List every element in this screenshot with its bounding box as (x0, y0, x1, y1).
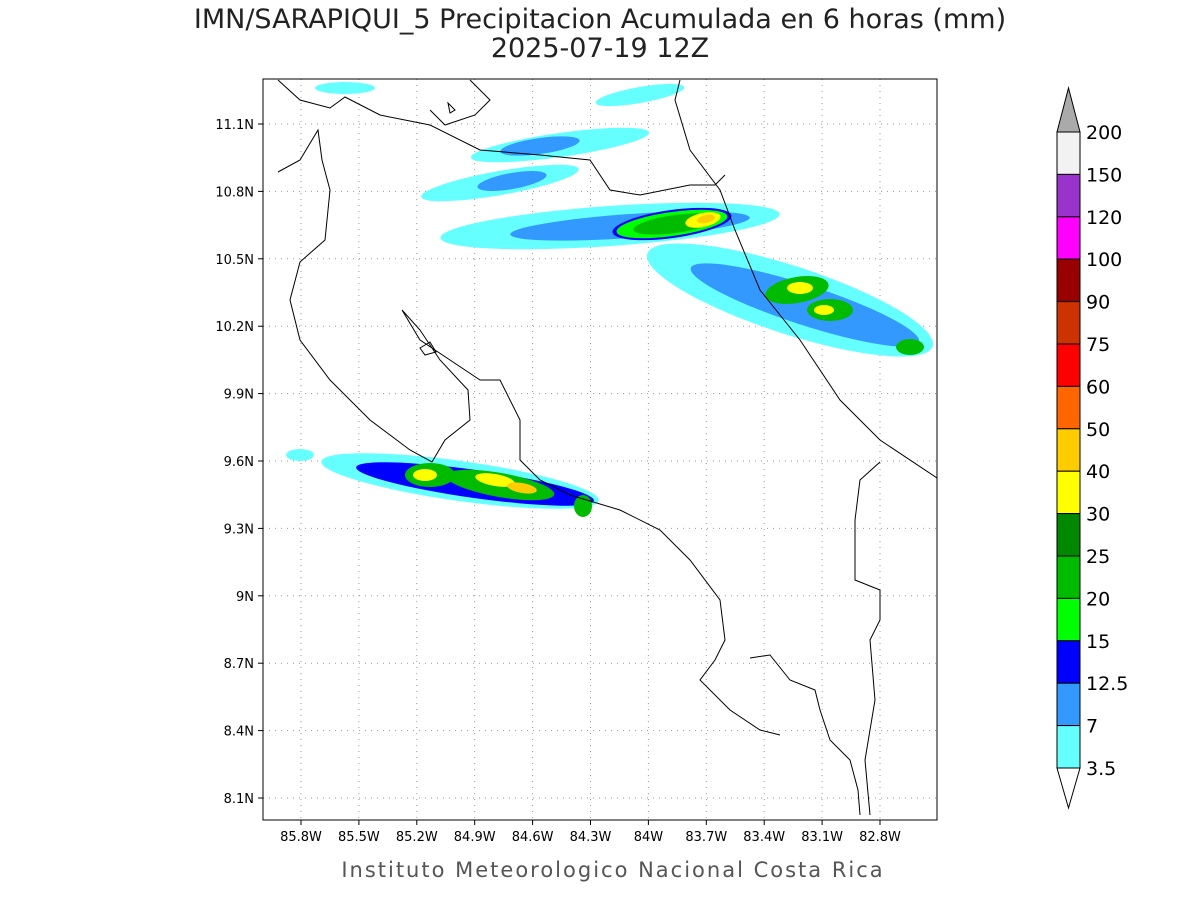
osa-coast (749, 654, 861, 816)
colorbar-segment (1056, 725, 1081, 769)
colorbar-label: 7 (1086, 716, 1098, 738)
panama-border (854, 461, 881, 816)
colorbar-segment (1056, 216, 1081, 260)
precip-area (507, 482, 537, 494)
colorbar-label: 12.5 (1086, 673, 1128, 695)
lat-label: 10.5N (215, 253, 254, 268)
precip-area (475, 473, 515, 487)
lon-label: 82.8W (859, 830, 901, 845)
lat-label: 10.2N (215, 320, 254, 335)
colorbar-label: 75 (1086, 334, 1110, 356)
colorbar-label: 15 (1086, 631, 1110, 653)
lat-label: 10.8N (215, 185, 254, 200)
lat-label: 9.9N (224, 388, 254, 403)
precip-area (500, 136, 580, 156)
colorbar-label: 3.5 (1086, 758, 1116, 780)
colorbar-segment (1056, 470, 1081, 515)
lon-label: 85.8W (280, 830, 322, 845)
colorbar: 200 150 120 100 90 75 60 50 40 30 25 20 15 12.5 7 3.5 (1056, 86, 1128, 810)
colorbar-label: 40 (1086, 461, 1110, 483)
title: IMN/SARAPIQUI_5 Precipitacion Acumulada … (194, 4, 1006, 35)
colorbar-segment (1056, 173, 1081, 218)
lat-label: 9N (236, 590, 254, 605)
precip-area (413, 469, 437, 481)
colorbar-segment (1056, 428, 1081, 472)
pacific-coast (277, 128, 781, 736)
colorbar-over (1056, 86, 1081, 133)
lat-label: 8.4N (224, 725, 254, 740)
precipitation (286, 82, 934, 517)
precip-area (697, 214, 715, 224)
lon-label: 84W (634, 830, 664, 845)
colorbar-segment (1056, 597, 1081, 642)
lon-label: 84.9W (454, 830, 496, 845)
precip-area (595, 83, 685, 107)
colorbar-label: 25 (1086, 546, 1110, 568)
precip-area (477, 171, 547, 191)
colorbar-segment (1056, 343, 1081, 387)
colorbar-label: 90 (1086, 292, 1110, 314)
colorbar-segment (1056, 301, 1081, 345)
lon-label: 85.2W (396, 830, 438, 845)
lon-label: 84.6W (512, 830, 554, 845)
colorbar-segment (1056, 385, 1081, 430)
lat-label: 11.1N (215, 118, 254, 133)
colorbar-segment (1056, 258, 1081, 303)
colorbar-label: 200 (1086, 122, 1122, 144)
lon-label: 84.3W (570, 830, 612, 845)
lon-label: 83.1W (801, 830, 843, 845)
colorbar-label: 50 (1086, 419, 1110, 441)
precip-area (690, 263, 920, 347)
subtitle: 2025-07-19 12Z (491, 33, 709, 64)
border (277, 79, 726, 196)
caribbean-coast (674, 79, 937, 479)
colorbar-segment (1056, 513, 1081, 557)
precip-area (787, 282, 813, 294)
coastlines (277, 79, 937, 816)
colorbar-segment (1056, 555, 1081, 599)
colorbar-label: 20 (1086, 588, 1110, 610)
map-frame (262, 78, 938, 821)
precip-area (315, 82, 375, 94)
colorbar-label: 30 (1086, 504, 1110, 526)
lat-label: 8.7N (224, 657, 254, 672)
lon-label: 85.5W (338, 830, 380, 845)
precip-area (574, 495, 592, 517)
lat-label: 8.1N (224, 792, 254, 807)
colorbar-segment (1056, 131, 1081, 175)
precip-area (814, 305, 834, 315)
colorbar-label: 150 (1086, 164, 1122, 186)
lake-shore (429, 79, 491, 126)
lon-label: 83.7W (685, 830, 727, 845)
precip-area (896, 339, 924, 355)
footer: Instituto Meteorologico Nacional Costa R… (341, 858, 884, 882)
island (419, 341, 437, 356)
grid (263, 79, 937, 820)
ticks: 11.1N 10.8N 10.5N 10.2N 9.9N 9.6N 9.3N 9N 8.7N 8.… (215, 118, 901, 845)
colorbar-segment (1056, 640, 1081, 684)
island (447, 101, 456, 114)
lat-label: 9.3N (224, 522, 254, 537)
colorbar-label: 60 (1086, 376, 1110, 398)
precip-area (286, 449, 314, 461)
colorbar-under (1056, 767, 1081, 810)
colorbar-segment (1056, 682, 1081, 727)
colorbar-label: 100 (1086, 249, 1122, 271)
lat-label: 9.6N (224, 455, 254, 470)
lon-label: 83.4W (743, 830, 785, 845)
colorbar-label: 120 (1086, 207, 1122, 229)
